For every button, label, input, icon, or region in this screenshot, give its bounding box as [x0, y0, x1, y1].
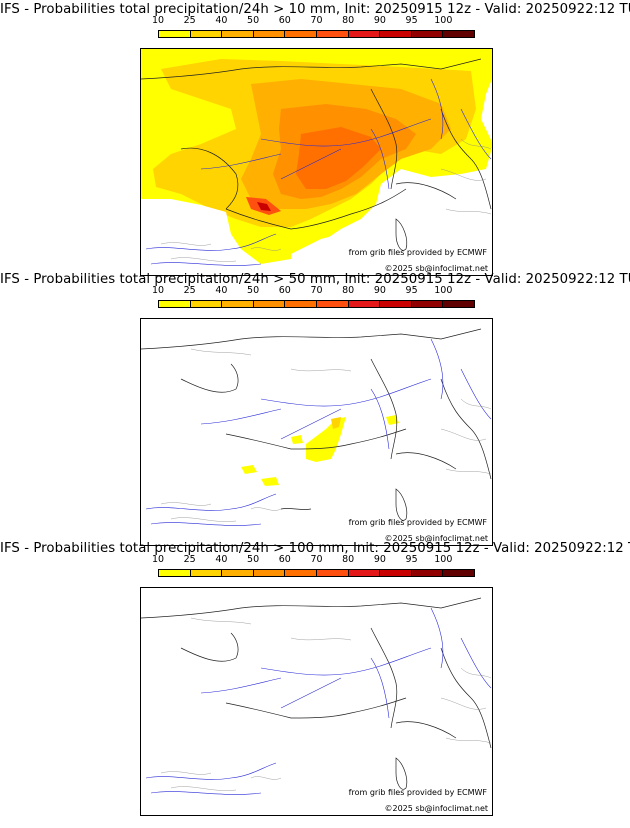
colorbar-segment — [411, 570, 444, 576]
colorbar-ticks: 10 25 40 50 60 70 80 90 95 100 — [152, 15, 475, 27]
colorbar-tick-label: 80 — [342, 554, 355, 565]
copyright-note: ©2025 sb@infoclimat.net — [384, 534, 489, 543]
colorbar-segment — [316, 570, 349, 576]
colorbar-tick-label: 25 — [183, 15, 196, 26]
colorbar-tick-label: 90 — [373, 15, 386, 26]
colorbar-segment — [411, 31, 444, 37]
source-credit: from grib files provided by ECMWF — [348, 518, 487, 527]
colorbar-tick-label: 10 — [151, 554, 165, 565]
colorbar-tick-label: 40 — [215, 554, 228, 565]
colorbar-segment — [190, 31, 223, 37]
colorbar — [158, 300, 475, 308]
panel-title: IFS - Probabilities total precipitation/… — [0, 272, 630, 287]
colorbar-tick-label: 25 — [183, 554, 196, 565]
colorbar-segment — [348, 570, 381, 576]
colorbar-segment — [159, 570, 191, 576]
panel-title: IFS - Probabilities total precipitation/… — [0, 541, 630, 556]
colorbar-segment — [316, 301, 349, 307]
colorbar-tick-label: 95 — [405, 554, 418, 565]
colorbar-segment — [253, 301, 286, 307]
colorbar-tick-label: 10 — [151, 285, 165, 296]
probability-map-10mm: from grib files provided by ECMWF ©2025 … — [140, 48, 493, 276]
copyright-note: ©2025 sb@infoclimat.net — [384, 264, 489, 273]
colorbar-segment — [380, 301, 412, 307]
colorbar-tick-label: 60 — [278, 15, 291, 26]
prob-area-10 — [241, 465, 257, 474]
colorbar-segment — [285, 31, 317, 37]
colorbar-segment — [380, 31, 412, 37]
colorbar-tick-label: 100 — [434, 554, 453, 565]
colorbar-tick-label: 25 — [183, 285, 196, 296]
panel-50mm: IFS - Probabilities total precipitation/… — [0, 270, 630, 546]
colorbar — [158, 30, 475, 38]
colorbar-segment — [380, 570, 412, 576]
colorbar-segment — [348, 31, 381, 37]
panel-title: IFS - Probabilities total precipitation/… — [0, 2, 630, 17]
prob-area-90 — [257, 202, 271, 211]
colorbar-segment — [159, 31, 191, 37]
colorbar-tick-label: 60 — [278, 554, 291, 565]
prob-area-10 — [306, 417, 346, 462]
prob-area-10 — [386, 415, 399, 425]
colorbar-tick-label: 60 — [278, 285, 291, 296]
prob-area-10 — [291, 435, 303, 444]
prob-area-10 — [261, 477, 279, 486]
colorbar-tick-label: 90 — [373, 285, 386, 296]
colorbar-tick-label: 95 — [405, 15, 418, 26]
colorbar-tick-label: 50 — [247, 15, 260, 26]
colorbar-tick-label: 70 — [310, 554, 323, 565]
mediterranean-sea — [291, 219, 441, 275]
colorbar-segment — [443, 570, 474, 576]
colorbar-segment — [190, 570, 223, 576]
colorbar-tick-label: 70 — [310, 15, 323, 26]
colorbar-segment — [411, 301, 444, 307]
panel-100mm: IFS - Probabilities total precipitation/… — [0, 539, 630, 816]
colorbar-segment — [285, 301, 317, 307]
colorbar-tick-label: 50 — [247, 554, 260, 565]
colorbar-segment — [253, 570, 286, 576]
colorbar-tick-label: 10 — [151, 15, 165, 26]
probability-map-100mm: from grib files provided by ECMWF ©2025 … — [140, 587, 493, 816]
colorbar-tick-label: 80 — [342, 15, 355, 26]
colorbar-ticks: 10 25 40 50 60 70 80 90 95 100 — [152, 554, 475, 566]
colorbar-tick-label: 50 — [247, 285, 260, 296]
prob-area-25 — [331, 417, 341, 429]
colorbar-segment — [222, 301, 254, 307]
source-credit: from grib files provided by ECMWF — [348, 248, 487, 257]
colorbar-tick-label: 100 — [434, 15, 453, 26]
colorbar-segment — [222, 570, 254, 576]
colorbar-segment — [316, 31, 349, 37]
colorbar-segment — [222, 31, 254, 37]
colorbar-segment — [159, 301, 191, 307]
colorbar-segment — [348, 301, 381, 307]
panel-10mm: IFS - Probabilities total precipitation/… — [0, 0, 630, 276]
probability-map-50mm: from grib files provided by ECMWF ©2025 … — [140, 318, 493, 546]
colorbar-ticks: 10 25 40 50 60 70 80 90 95 100 — [152, 285, 475, 297]
colorbar-tick-label: 100 — [434, 285, 453, 296]
bay-of-biscay — [141, 199, 231, 234]
colorbar-tick-label: 70 — [310, 285, 323, 296]
copyright-note: ©2025 sb@infoclimat.net — [384, 804, 489, 813]
colorbar-tick-label: 40 — [215, 285, 228, 296]
colorbar-segment — [285, 570, 317, 576]
colorbar-tick-label: 40 — [215, 15, 228, 26]
colorbar-segment — [253, 31, 286, 37]
source-credit: from grib files provided by ECMWF — [348, 788, 487, 797]
colorbar-tick-label: 95 — [405, 285, 418, 296]
colorbar-segment — [443, 31, 474, 37]
colorbar-tick-label: 80 — [342, 285, 355, 296]
colorbar-tick-label: 90 — [373, 554, 386, 565]
colorbar-segment — [190, 301, 223, 307]
colorbar — [158, 569, 475, 577]
colorbar-segment — [443, 301, 474, 307]
